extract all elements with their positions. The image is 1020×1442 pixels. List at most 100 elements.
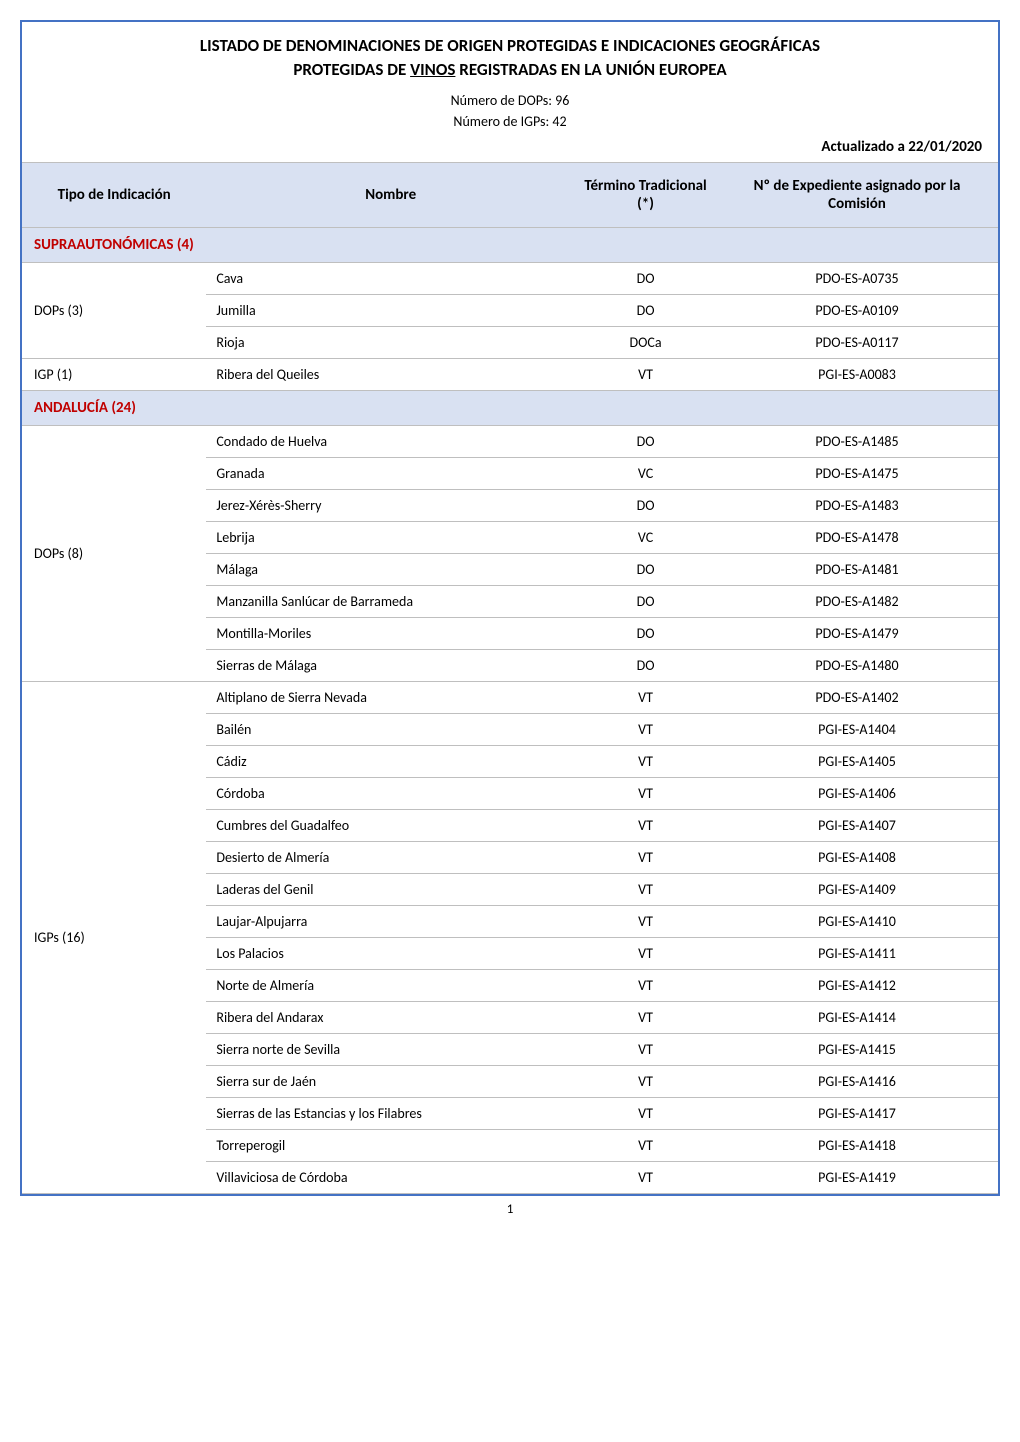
table-row: IGPs (16)Altiplano de Sierra NevadaVTPDO… [22, 681, 998, 713]
count-igps-row: Número de IGPs: 42 [22, 111, 998, 132]
name-cell: Torreperogil [206, 1129, 575, 1161]
term-cell: VT [575, 777, 716, 809]
expediente-cell: PDO-ES-A1480 [716, 649, 998, 681]
count-dops: Número de DOPs: 96 [22, 90, 998, 111]
section-header-row: SUPRAAUTONÓMICAS (4) [22, 227, 998, 262]
term-cell: DO [575, 294, 716, 326]
term-cell: VT [575, 1161, 716, 1193]
expediente-cell: PDO-ES-A1402 [716, 681, 998, 713]
header-termino: Término Tradicional (*) [575, 162, 716, 227]
indication-type-cell: DOPs (3) [22, 262, 206, 358]
name-cell: Ribera del Andarax [206, 1001, 575, 1033]
name-cell: Villaviciosa de Córdoba [206, 1161, 575, 1193]
term-cell: VT [575, 873, 716, 905]
count-igps: Número de IGPs: 42 [22, 111, 998, 132]
expediente-cell: PGI-ES-A1406 [716, 777, 998, 809]
name-cell: Sierras de las Estancias y los Filabres [206, 1097, 575, 1129]
expediente-cell: PDO-ES-A0117 [716, 326, 998, 358]
term-cell: VT [575, 745, 716, 777]
term-cell: VT [575, 905, 716, 937]
document-frame: LISTADO DE DENOMINACIONES DE ORIGEN PROT… [20, 20, 1000, 1196]
name-cell: Málaga [206, 553, 575, 585]
term-cell: VT [575, 841, 716, 873]
term-cell: VT [575, 937, 716, 969]
updated-date: Actualizado a 22/01/2020 [22, 132, 998, 163]
title-line-2-pre: PROTEGIDAS DE [293, 59, 410, 80]
term-cell: DO [575, 262, 716, 294]
term-cell: VT [575, 809, 716, 841]
table-row: DOPs (8)Condado de HuelvaDOPDO-ES-A1485 [22, 425, 998, 457]
name-cell: Lebrija [206, 521, 575, 553]
expediente-cell: PGI-ES-A1418 [716, 1129, 998, 1161]
expediente-cell: PDO-ES-A1481 [716, 553, 998, 585]
expediente-cell: PGI-ES-A1412 [716, 969, 998, 1001]
name-cell: Cádiz [206, 745, 575, 777]
term-cell: VT [575, 1065, 716, 1097]
expediente-cell: PDO-ES-A1485 [716, 425, 998, 457]
expediente-cell: PGI-ES-A1417 [716, 1097, 998, 1129]
name-cell: Laujar-Alpujarra [206, 905, 575, 937]
title-line-2-underline: VINOS [410, 59, 455, 80]
indication-type-cell: IGP (1) [22, 358, 206, 390]
name-cell: Laderas del Genil [206, 873, 575, 905]
name-cell: Sierra sur de Jaén [206, 1065, 575, 1097]
name-cell: Jumilla [206, 294, 575, 326]
term-cell: VC [575, 521, 716, 553]
expediente-cell: PGI-ES-A0083 [716, 358, 998, 390]
term-cell: VT [575, 681, 716, 713]
title-line-1: LISTADO DE DENOMINACIONES DE ORIGEN PROT… [200, 35, 820, 56]
expediente-cell: PDO-ES-A0109 [716, 294, 998, 326]
count-dops-row: Número de DOPs: 96 [22, 90, 998, 111]
term-cell: DOCa [575, 326, 716, 358]
term-cell: VT [575, 358, 716, 390]
section-header-row: ANDALUCÍA (24) [22, 390, 998, 425]
term-cell: VT [575, 1001, 716, 1033]
name-cell: Montilla-Moriles [206, 617, 575, 649]
term-cell: VT [575, 1097, 716, 1129]
section-title: ANDALUCÍA (24) [22, 390, 998, 425]
expediente-cell: PDO-ES-A1483 [716, 489, 998, 521]
page-number: 1 [20, 1196, 1000, 1217]
term-cell: DO [575, 585, 716, 617]
expediente-cell: PGI-ES-A1409 [716, 873, 998, 905]
name-cell: Rioja [206, 326, 575, 358]
name-cell: Desierto de Almería [206, 841, 575, 873]
title-line-2-post: REGISTRADAS EN LA UNIÓN EUROPEA [455, 59, 726, 80]
header-tipo: Tipo de Indicación [22, 162, 206, 227]
term-cell: DO [575, 553, 716, 585]
expediente-cell: PDO-ES-A1475 [716, 457, 998, 489]
expediente-cell: PGI-ES-A1407 [716, 809, 998, 841]
indication-type-cell: IGPs (16) [22, 681, 206, 1193]
name-cell: Manzanilla Sanlúcar de Barrameda [206, 585, 575, 617]
name-cell: Cumbres del Guadalfeo [206, 809, 575, 841]
term-cell: DO [575, 489, 716, 521]
name-cell: Jerez-Xérès-Sherry [206, 489, 575, 521]
header-expediente: Nº de Expediente asignado por la Comisió… [716, 162, 998, 227]
term-cell: VT [575, 1033, 716, 1065]
header-nombre: Nombre [206, 162, 575, 227]
expediente-cell: PGI-ES-A1411 [716, 937, 998, 969]
expediente-cell: PGI-ES-A1419 [716, 1161, 998, 1193]
name-cell: Ribera del Queiles [206, 358, 575, 390]
name-cell: Condado de Huelva [206, 425, 575, 457]
name-cell: Sierras de Málaga [206, 649, 575, 681]
expediente-cell: PDO-ES-A1478 [716, 521, 998, 553]
title-row: LISTADO DE DENOMINACIONES DE ORIGEN PROT… [22, 22, 998, 90]
name-cell: Bailén [206, 713, 575, 745]
term-cell: VC [575, 457, 716, 489]
table-row: DOPs (3)CavaDOPDO-ES-A0735 [22, 262, 998, 294]
expediente-cell: PGI-ES-A1410 [716, 905, 998, 937]
term-cell: DO [575, 649, 716, 681]
name-cell: Altiplano de Sierra Nevada [206, 681, 575, 713]
expediente-cell: PGI-ES-A1404 [716, 713, 998, 745]
name-cell: Sierra norte de Sevilla [206, 1033, 575, 1065]
term-cell: DO [575, 617, 716, 649]
expediente-cell: PGI-ES-A1408 [716, 841, 998, 873]
expediente-cell: PGI-ES-A1415 [716, 1033, 998, 1065]
table-row: IGP (1)Ribera del QueilesVTPGI-ES-A0083 [22, 358, 998, 390]
expediente-cell: PGI-ES-A1405 [716, 745, 998, 777]
name-cell: Granada [206, 457, 575, 489]
document-title: LISTADO DE DENOMINACIONES DE ORIGEN PROT… [22, 22, 998, 90]
term-cell: VT [575, 713, 716, 745]
name-cell: Norte de Almería [206, 969, 575, 1001]
